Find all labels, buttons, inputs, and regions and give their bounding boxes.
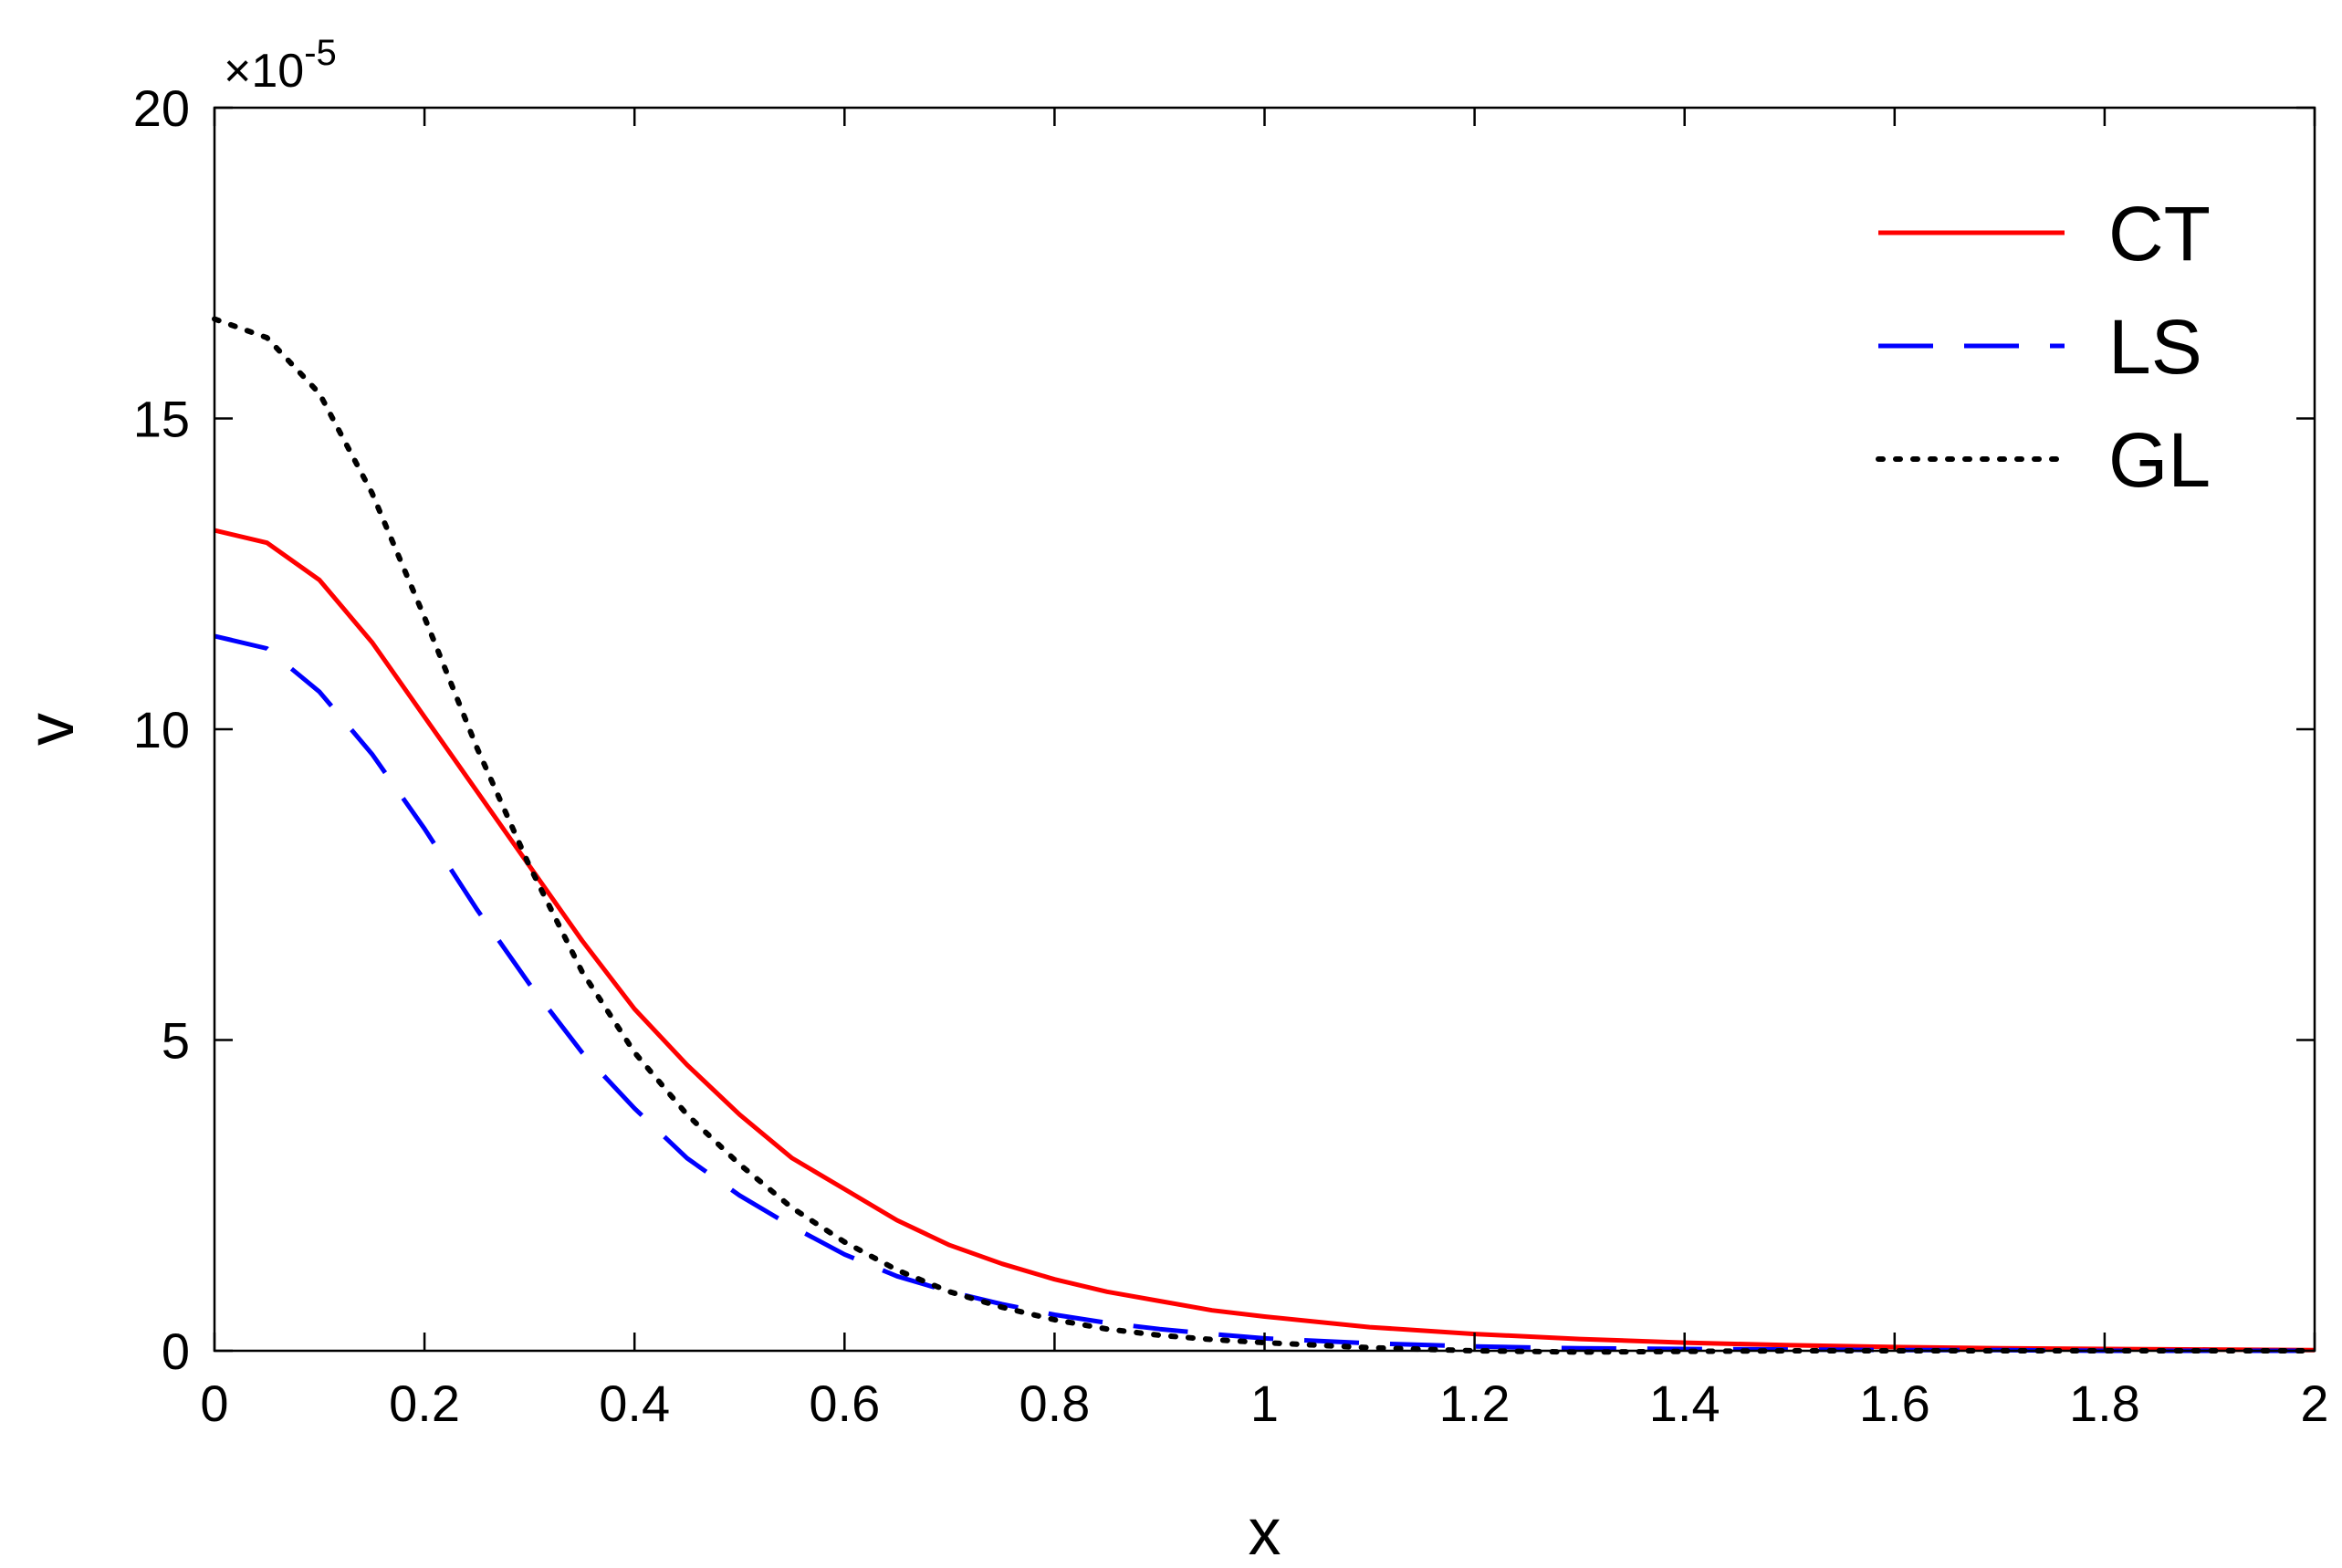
y-multiplier: ×10-5 [224, 33, 337, 98]
y-tick-label: 5 [162, 1012, 190, 1070]
x-tick-label: 0.8 [1019, 1375, 1090, 1432]
x-tick-label: 0.4 [599, 1375, 670, 1432]
x-tick-label: 1.2 [1439, 1375, 1511, 1432]
x-tick-label: 0.2 [389, 1375, 460, 1432]
legend-label-ct: CT [2108, 191, 2211, 277]
x-tick-label: 1.8 [2069, 1375, 2140, 1432]
x-tick-label: 1.6 [1859, 1375, 1930, 1432]
ticks-layer [213, 106, 2316, 1353]
labels-layer: 0 0.2 0.4 0.6 0.8 1 1.2 1.4 1.6 1.8 205101520×10-5… [15, 33, 2329, 1568]
y-multiplier-base: ×10 [224, 45, 304, 98]
series-line-ct [214, 528, 2316, 1353]
y-tick-label: 10 [133, 701, 190, 758]
series-line-gl [212, 316, 2317, 1355]
x-tick-label: 0.6 [809, 1375, 880, 1432]
y-multiplier-exponent: -5 [304, 33, 337, 73]
y-tick-label: 0 [162, 1322, 190, 1380]
x-axis-label: x [1249, 1496, 1281, 1568]
legend: CT LS GL [1876, 191, 2211, 503]
legend-label-ls: LS [2108, 304, 2202, 390]
x-tick-label: 0 [200, 1375, 228, 1432]
x-tick-label: 1 [1250, 1375, 1279, 1432]
y-axis-label: v [15, 713, 88, 746]
series-layer [212, 316, 2317, 1355]
x-tick-label: 2 [2300, 1375, 2328, 1432]
legend-label-gl: GL [2108, 417, 2211, 503]
x-tick-label: 1.4 [1649, 1375, 1720, 1432]
y-tick-label: 15 [133, 391, 190, 448]
y-tick-label: 20 [133, 79, 190, 137]
series-line-ls [214, 633, 2315, 1354]
